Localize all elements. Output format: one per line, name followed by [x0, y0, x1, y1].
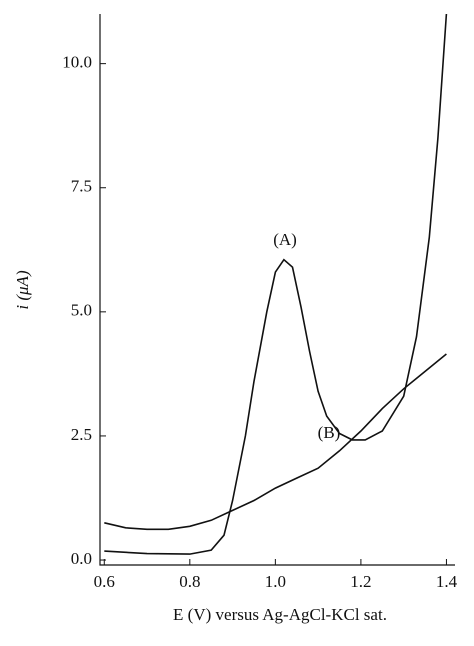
y-tick-label: 2.5: [71, 425, 92, 444]
x-tick-label: 1.0: [265, 572, 286, 591]
y-tick-label: 0.0: [71, 549, 92, 568]
x-tick-label: 1.4: [436, 572, 458, 591]
annotation: (B): [318, 423, 341, 442]
y-tick-label: 7.5: [71, 177, 92, 196]
annotation: (A): [273, 230, 297, 249]
line-series: [104, 13, 448, 555]
y-tick-label: 10.0: [62, 53, 92, 72]
y-tick-label: 5.0: [71, 301, 92, 320]
x-tick-label: 0.6: [94, 572, 115, 591]
y-axis-label: i (μA): [13, 270, 32, 310]
axis-line: [99, 14, 455, 566]
x-axis-label: E (V) versus Ag-AgCl-KCl sat.: [173, 605, 387, 624]
x-tick-label: 0.8: [179, 572, 200, 591]
x-tick-label: 1.2: [350, 572, 371, 591]
line-series: [104, 353, 447, 531]
